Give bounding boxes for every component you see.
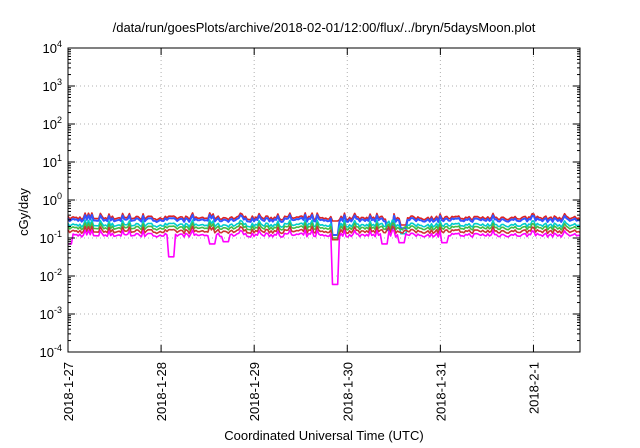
y-tick-label: 10-3 xyxy=(40,305,62,322)
x-tick-label: 2018-1-27 xyxy=(61,362,76,421)
x-tick-label: 2018-2-1 xyxy=(526,362,541,414)
x-tick-label: 2018-1-31 xyxy=(433,362,448,421)
y-tick-label: 10-4 xyxy=(40,343,62,360)
axis-ticks: 10-4 10-3 10-2 10-1 100 101 102 103 104 2018-1-27… xyxy=(40,39,580,421)
chart-title: /data/run/goesPlots/archive/2018-02-01/1… xyxy=(112,20,536,35)
series-line xyxy=(67,222,581,239)
y-tick-label: 102 xyxy=(43,115,62,132)
series-line xyxy=(67,213,581,236)
y-tick-label: 100 xyxy=(43,191,62,208)
series-line xyxy=(67,219,581,241)
series-line xyxy=(68,229,581,286)
y-tick-label: 10-2 xyxy=(40,267,62,284)
x-tick-label: 2018-1-29 xyxy=(247,362,262,421)
y-tick-label: 104 xyxy=(43,39,62,56)
y-axis-label: cGy/day xyxy=(16,188,31,236)
y-tick-label: 101 xyxy=(43,153,62,170)
x-axis-label: Coordinated Universal Time (UTC) xyxy=(224,428,424,443)
y-tick-label: 103 xyxy=(43,77,62,94)
data-series xyxy=(67,212,581,286)
x-tick-label: 2018-1-28 xyxy=(154,362,169,421)
series-line xyxy=(67,225,581,241)
grid-lines xyxy=(67,48,580,352)
x-tick-label: 2018-1-30 xyxy=(340,362,355,421)
y-tick-label: 10-1 xyxy=(40,229,62,246)
